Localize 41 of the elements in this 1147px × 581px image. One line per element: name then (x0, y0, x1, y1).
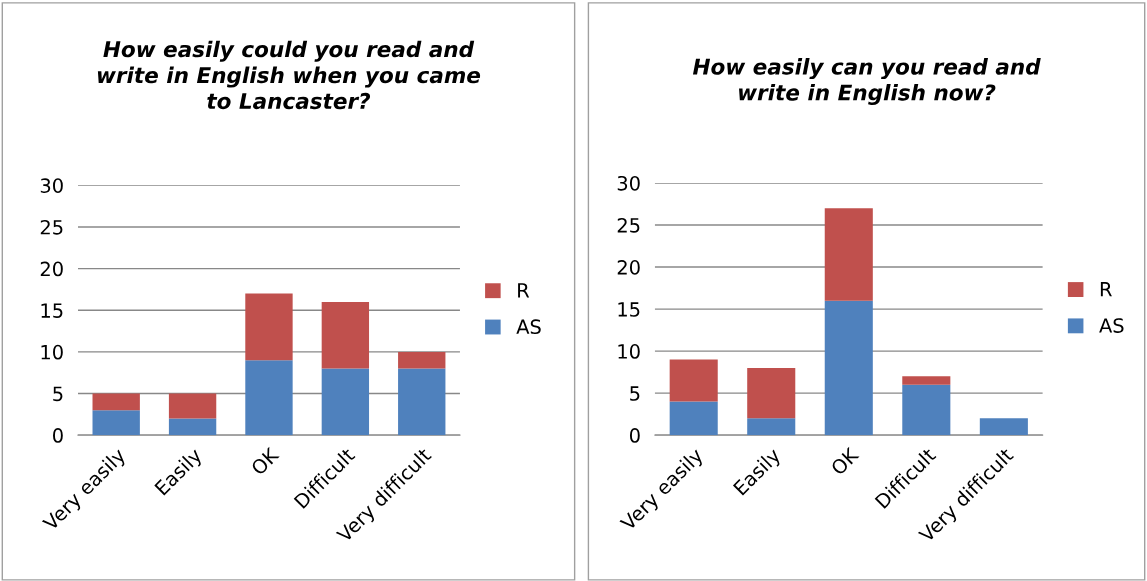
y-tick-label: 20 (617, 260, 640, 275)
bar (902, 384, 951, 436)
x-tick-label: OK (250, 446, 280, 476)
bar (398, 351, 446, 369)
bar (321, 368, 370, 436)
legend-label: AS (1099, 318, 1124, 333)
bar (669, 359, 718, 402)
legend-label: AS (516, 319, 541, 335)
y-tick-label: 20 (40, 261, 63, 277)
y-tick-label: 15 (618, 302, 640, 317)
chart-title: How easily can you read and write in English now? (692, 58, 1041, 106)
chart-title: How easily could you read and write in English when you came to Lancaster? (97, 40, 481, 110)
y-tick-label: 0 (53, 428, 63, 443)
bar (168, 393, 217, 419)
x-tick-label: OK (829, 446, 860, 476)
y-tick-label: 25 (40, 219, 63, 235)
bar (245, 360, 293, 436)
y-tick-label: 30 (40, 178, 63, 193)
y-tick-label: 30 (617, 175, 640, 191)
legend-label: R (518, 283, 530, 298)
bar (245, 293, 293, 361)
y-tick-label: 10 (618, 344, 640, 359)
bar (824, 300, 873, 436)
y-tick-label: 0 (629, 428, 640, 443)
bar (168, 418, 217, 436)
bar (92, 393, 140, 411)
y-tick-label: 5 (630, 386, 640, 401)
bar (824, 208, 873, 301)
bar (747, 367, 796, 419)
bar (747, 418, 796, 436)
bar (398, 368, 446, 436)
y-tick-label: 15 (41, 303, 63, 318)
bar (321, 301, 370, 369)
bar (902, 376, 951, 385)
bar (92, 410, 140, 436)
legend-label: R (1100, 282, 1112, 297)
y-tick-label: 5 (53, 386, 63, 402)
y-tick-label: 10 (41, 344, 63, 360)
bar (669, 401, 718, 436)
y-tick-label: 25 (617, 218, 640, 233)
bar (979, 418, 1028, 436)
